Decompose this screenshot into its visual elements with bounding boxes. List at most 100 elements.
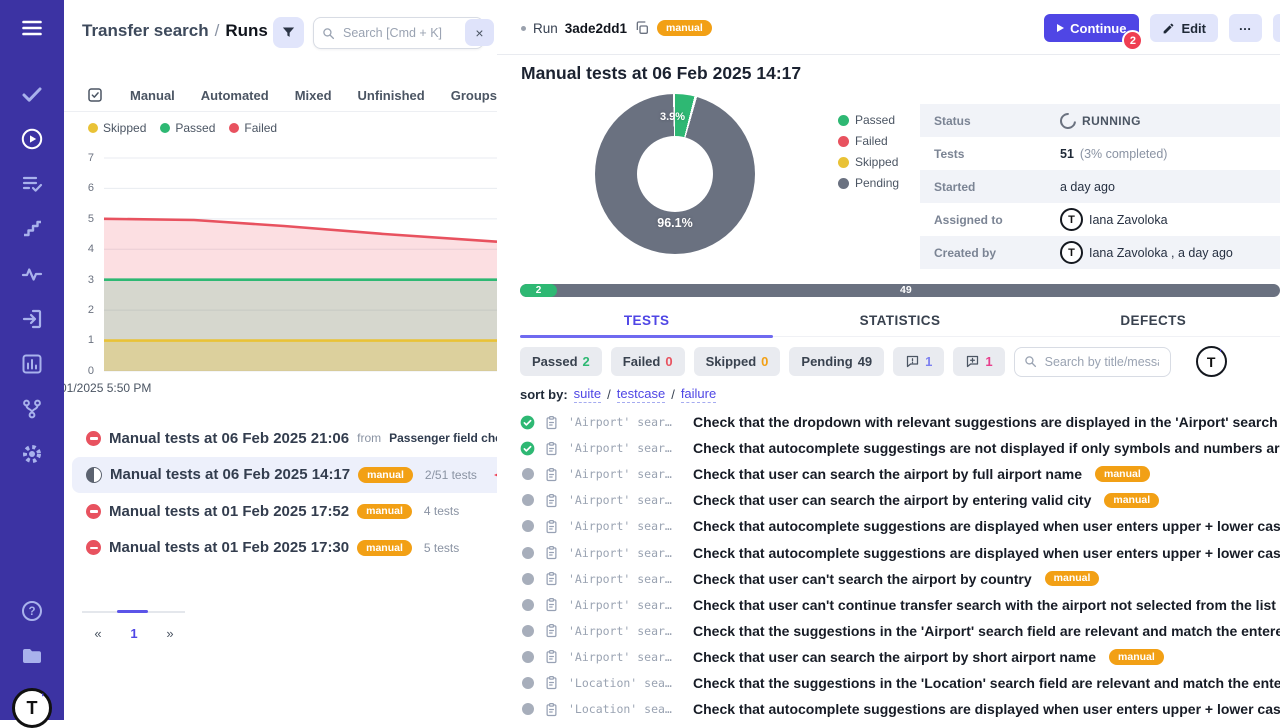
pending-status-icon [522,625,534,637]
pulse-icon[interactable] [20,262,44,286]
test-row[interactable]: 'Location' sea… Check that autocomplete … [497,696,1280,720]
run-row[interactable]: Manual tests at 06 Feb 2025 21:06 from P… [72,420,497,457]
test-row[interactable]: 'Airport' sear… Check that user can sear… [497,461,1280,487]
test-suite: 'Airport' sear… [568,493,684,507]
tab-groups[interactable]: Groups [451,88,497,103]
run-row[interactable]: Manual tests at 01 Feb 2025 17:30 manual… [72,530,497,567]
projects-folder-icon[interactable] [20,644,44,668]
pagination-prev[interactable]: « [90,626,106,641]
detail-label: Started [920,180,1060,194]
pagination-page-1[interactable]: 1 [126,626,142,641]
test-title: Check that user can't search the airport… [693,571,1032,587]
chip-count: 0 [761,354,768,369]
import-icon[interactable] [20,307,44,331]
select-all-icon[interactable] [86,86,104,104]
branches-icon[interactable] [20,397,44,421]
run-from-plan[interactable]: Passenger field check [389,431,497,445]
chip-comments[interactable]: 1 [893,347,944,376]
more-actions-button[interactable]: … [1229,14,1262,42]
created-by-user[interactable]: Iana Zavoloka , a day ago [1089,246,1233,260]
tab-defects[interactable]: DEFECTS [1027,305,1280,336]
runs-filter-tabs: Manual Automated Mixed Unfinished Groups [64,79,497,112]
test-filter-chips: Passed2 Failed0 Skipped0 Pending49 1 1 T… [520,346,1227,377]
play-icon [1057,24,1064,32]
cut-off-button[interactable] [1273,14,1280,42]
chip-failed[interactable]: Failed0 [611,347,685,376]
analytics-icon[interactable] [20,352,44,376]
failed-dot [838,136,849,147]
test-row[interactable]: 'Location' sea… Check that the suggestio… [497,670,1280,696]
run-row[interactable]: Manual tests at 01 Feb 2025 17:52 manual… [72,493,497,530]
hamburger-menu-icon[interactable] [20,16,44,40]
test-plans-icon[interactable] [20,172,44,196]
detail-row-started: Started a day ago [920,170,1280,203]
chip-pending[interactable]: Pending49 [789,347,884,376]
ytick-5: 5 [64,213,94,225]
tab-tests[interactable]: TESTS [520,305,773,336]
chip-add-comments[interactable]: 1 [953,347,1004,376]
pencil-icon [1162,22,1175,35]
sort-label: sort by: [520,387,568,402]
test-row[interactable]: 'Airport' sear… Check that the dropdown … [497,409,1280,435]
pagination-next[interactable]: » [162,626,178,641]
test-row[interactable]: 'Airport' sear… Check that user can sear… [497,487,1280,513]
sort-separator: / [607,387,611,402]
pending-status-icon [522,494,534,506]
test-title: Check that user can search the airport b… [693,466,1082,482]
failed-status-icon [86,431,101,446]
test-row[interactable]: 'Airport' sear… Check that user can't co… [497,592,1280,618]
assigned-user[interactable]: Iana Zavoloka [1089,213,1168,227]
run-title: Manual tests at 06 Feb 2025 21:06 [109,430,349,447]
pending-status-icon [522,677,534,689]
test-row[interactable]: 'Airport' sear… Check that autocomplete … [497,539,1280,565]
test-title: Check that autocomplete suggestings are … [693,440,1280,456]
test-title: Check that the suggestions in the 'Airpo… [693,623,1280,639]
chip-skipped[interactable]: Skipped0 [694,347,781,376]
running-spinner-icon [1057,109,1080,132]
test-row[interactable]: 'Airport' sear… Check that autocomplete … [497,513,1280,539]
test-suite: 'Airport' sear… [568,624,684,638]
test-row[interactable]: 'Airport' sear… Check that user can't se… [497,566,1280,592]
manual-badge: manual [1095,466,1150,482]
sort-by-failure[interactable]: failure [681,387,716,403]
assignee-filter-avatar[interactable]: T' [1196,346,1227,377]
breadcrumb-parent[interactable]: Transfer search [82,21,209,40]
test-suite: 'Airport' sear… [568,650,684,664]
tab-manual[interactable]: Manual [130,88,175,103]
chip-count: 1 [925,354,932,369]
steps-icon[interactable] [20,217,44,241]
runs-list: Manual tests at 06 Feb 2025 21:06 from P… [64,420,497,566]
chip-passed[interactable]: Passed2 [520,347,602,376]
tests-icon[interactable] [20,82,44,106]
filter-button[interactable] [273,17,304,48]
run-progress-bar: 2 49 [520,284,1280,297]
skipped-dot [88,123,98,133]
settings-gear-icon[interactable] [20,442,44,466]
account-avatar-logo[interactable]: T ' [12,688,52,728]
test-row[interactable]: 'Airport' sear… Check that the suggestio… [497,618,1280,644]
sort-by-testcase[interactable]: testcase [617,387,665,403]
help-icon[interactable]: ? [20,599,44,623]
run-id-row: Run 3ade2dd1 manual [521,20,712,36]
test-row[interactable]: 'Airport' sear… Check that user can sear… [497,644,1280,670]
tests-search-input[interactable] [1043,354,1161,370]
pending-status-icon [522,651,534,663]
test-suite: 'Airport' sear… [568,546,684,560]
continue-button[interactable]: Continue 2 [1044,14,1139,42]
test-row[interactable]: 'Airport' sear… Check that autocomplete … [497,435,1280,461]
test-title: Check that user can search the airport b… [693,492,1091,508]
tab-statistics[interactable]: STATISTICS [773,305,1026,336]
edit-button[interactable]: Edit [1150,14,1218,42]
test-suite: 'Airport' sear… [568,415,684,429]
tests-count: 51 [1060,147,1074,161]
runs-icon[interactable] [20,127,44,151]
search-close-button[interactable]: × [465,19,494,46]
sort-by-suite[interactable]: suite [574,387,601,403]
runs-search-input[interactable] [341,25,475,41]
tab-mixed[interactable]: Mixed [295,88,332,103]
ytick-0: 0 [64,365,94,377]
run-row-selected[interactable]: Manual tests at 06 Feb 2025 14:17 manual… [72,457,497,494]
tab-automated[interactable]: Automated [201,88,269,103]
copy-icon[interactable] [634,20,650,36]
tab-unfinished[interactable]: Unfinished [358,88,425,103]
